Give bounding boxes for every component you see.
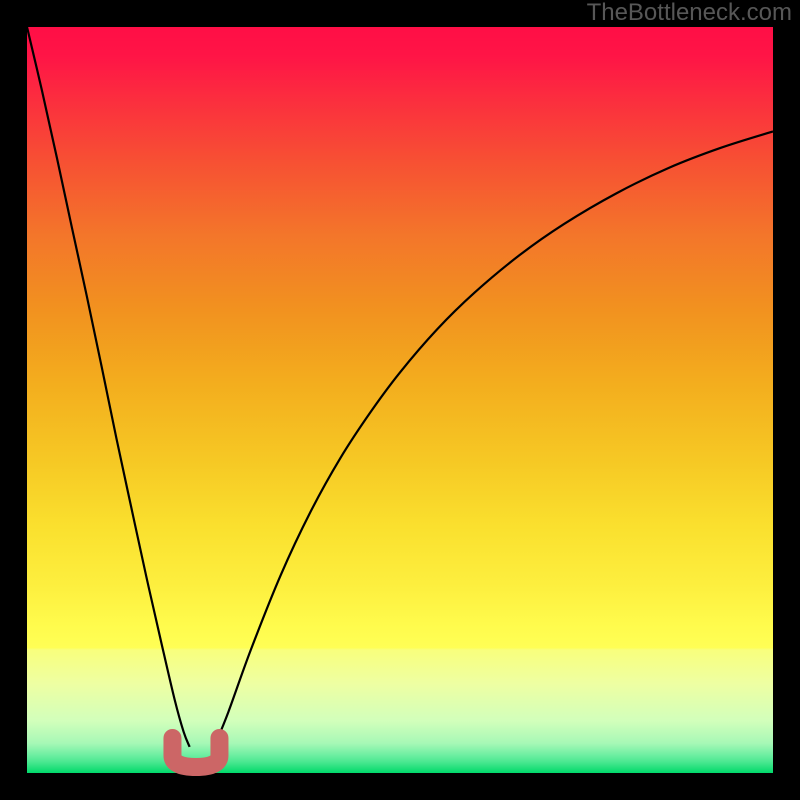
chart-container: TheBottleneck.com: [0, 0, 800, 800]
bottleneck-chart: [0, 0, 800, 800]
heatmap-background: [27, 27, 773, 773]
watermark-text: TheBottleneck.com: [587, 0, 792, 26]
